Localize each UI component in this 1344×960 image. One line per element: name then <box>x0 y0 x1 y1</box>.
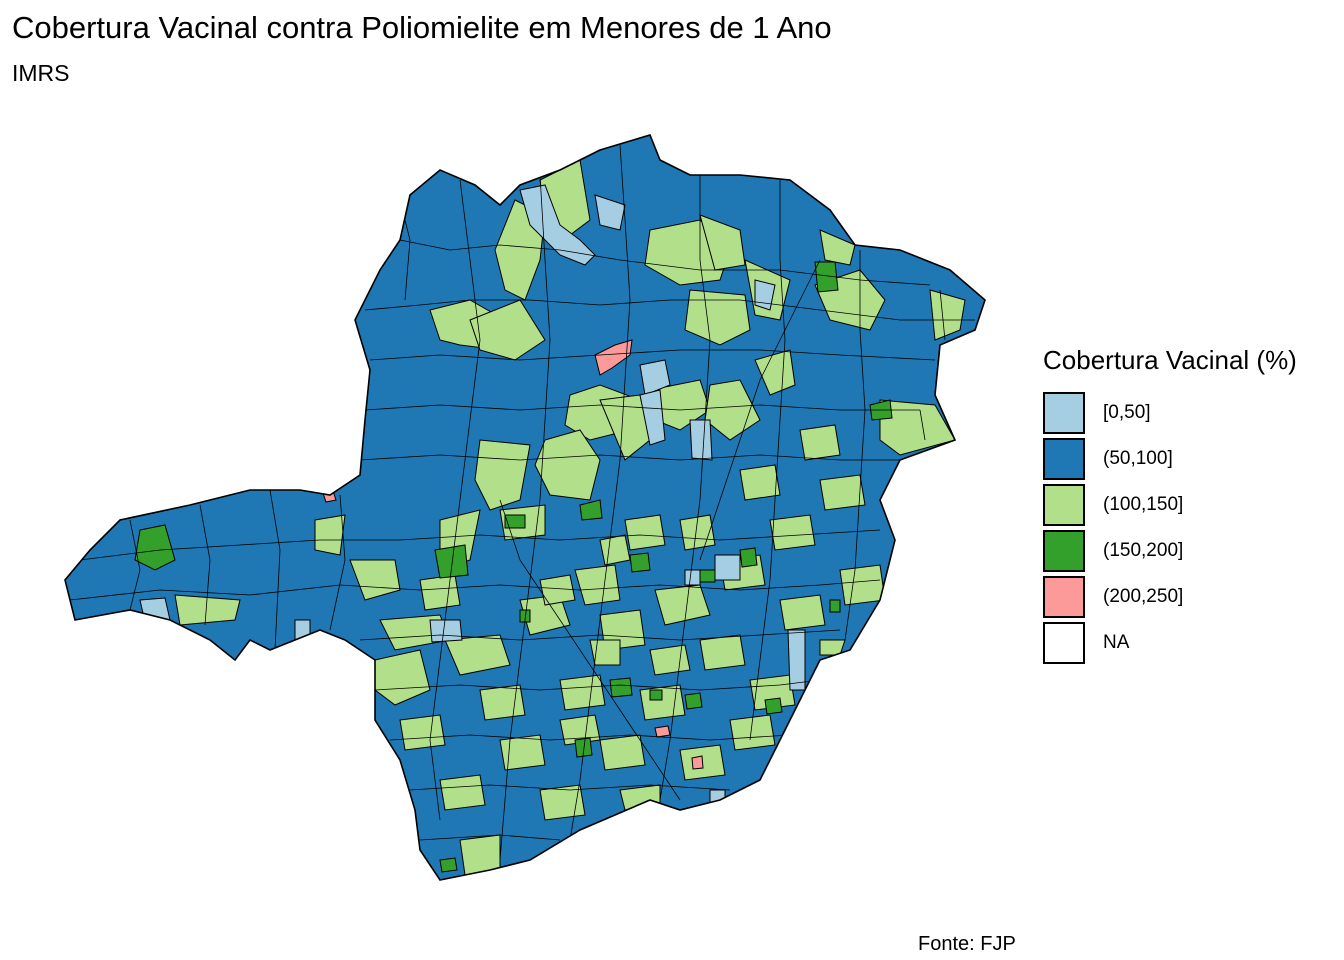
state-outline <box>64 134 986 881</box>
map-subtitle: IMRS <box>12 60 70 86</box>
legend-label: (50,100] <box>1103 448 1173 469</box>
legend-swatch <box>1043 576 1085 618</box>
legend-swatch <box>1043 484 1085 526</box>
legend-swatch <box>1043 530 1085 572</box>
legend-item: (150,200] <box>1043 528 1297 574</box>
legend-item: (100,150] <box>1043 482 1297 528</box>
legend-title: Cobertura Vacinal (%) <box>1043 345 1297 375</box>
dark-green-regions <box>134 261 893 873</box>
legend-label: (100,150] <box>1103 494 1184 515</box>
legend-label: NA <box>1103 632 1130 653</box>
legend-label: [0,50] <box>1103 402 1151 423</box>
legend-swatch <box>1043 622 1085 664</box>
legend-items: [0,50] (50,100] (100,150] (150,200] (200,250… <box>1043 390 1297 666</box>
legend-label: (200,250] <box>1103 586 1184 607</box>
legend-swatch <box>1043 392 1085 434</box>
legend-item: (50,100] <box>1043 436 1297 482</box>
legend-item: [0,50] <box>1043 390 1297 436</box>
legend-swatch <box>1043 438 1085 480</box>
legend: Cobertura Vacinal (%) [0,50] (50,100] (100… <box>1043 345 1297 666</box>
municipality-regions <box>65 135 985 880</box>
light-green-regions <box>174 159 966 876</box>
legend-item: NA <box>1043 620 1297 666</box>
map-title: Cobertura Vacinal contra Poliomielite em… <box>12 10 832 45</box>
legend-label: (150,200] <box>1103 540 1184 561</box>
map-caption: Fonte: FJP <box>918 933 1016 955</box>
legend-item: (200,250] <box>1043 574 1297 620</box>
